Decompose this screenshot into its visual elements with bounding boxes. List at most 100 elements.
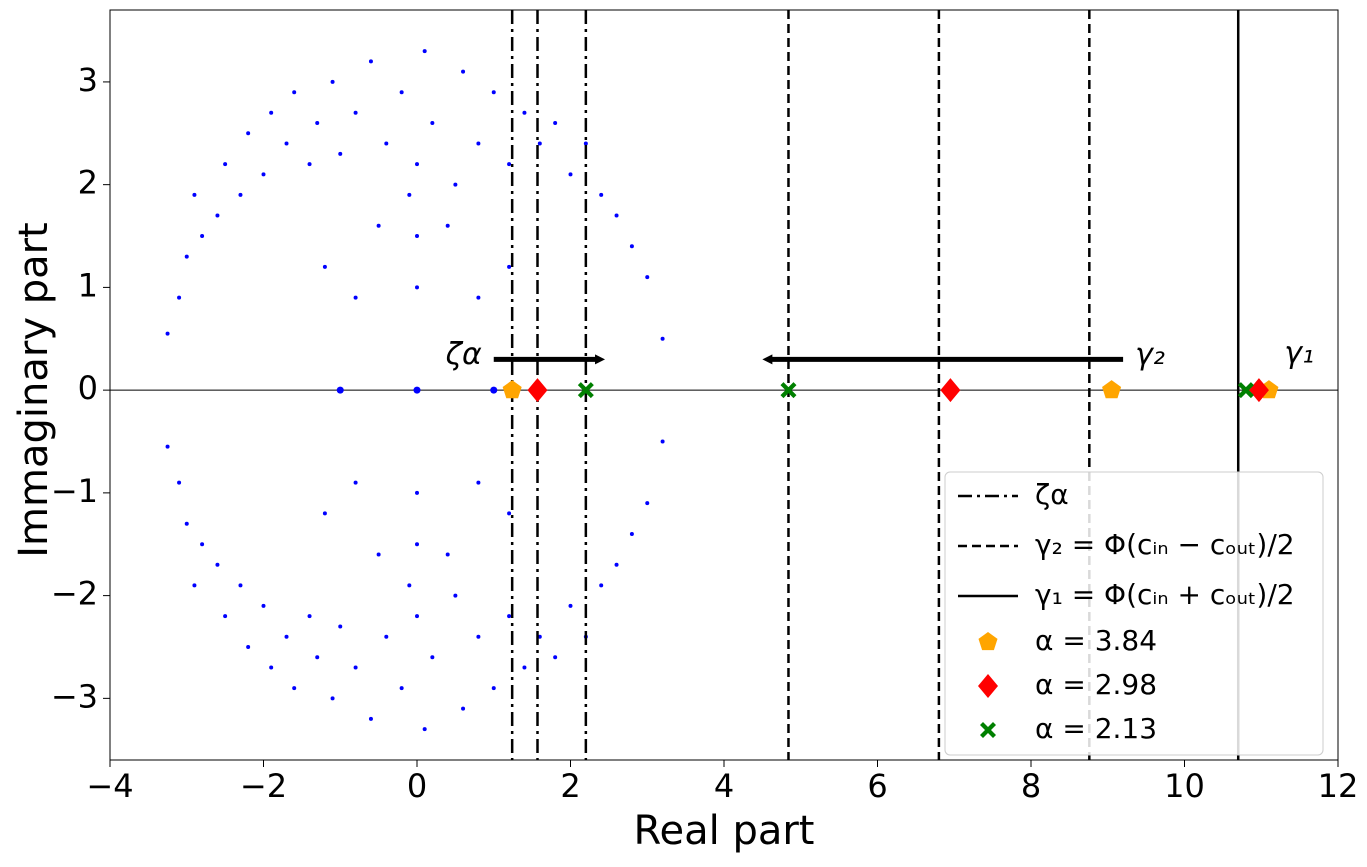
x-tick-label: 4 [714, 767, 734, 805]
eigenvalue-point [165, 331, 170, 336]
eigenvalue-point [507, 162, 512, 167]
eigenvalue-point [407, 192, 412, 197]
eigenvalue-point [384, 634, 389, 639]
eigenvalue-point [200, 542, 205, 547]
eigenvalue-point [368, 59, 373, 64]
x-tick-label: 10 [1164, 767, 1205, 805]
eigenvalue-point [353, 295, 358, 300]
legend-label: γ₁ = Φ(cᵢₙ + cₒᵤₜ)/2 [1035, 578, 1295, 611]
marker-x [780, 382, 797, 399]
eigenvalue-point [284, 634, 289, 639]
eigenvalue-point [660, 336, 665, 341]
eigenvalue-point [292, 90, 297, 95]
eigenvalue-point [223, 162, 228, 167]
eigenvalue-point [315, 655, 320, 660]
eigenvalue-point [261, 172, 266, 177]
eigenvalue-point [476, 634, 481, 639]
eigenvalue-point [322, 511, 327, 516]
eigenvalue-point [507, 264, 512, 269]
y-tick-label: 0 [78, 369, 98, 407]
y-axis-label: Immaginary part [11, 222, 57, 557]
eigenvalue-point [476, 480, 481, 485]
eigenvalue-point [330, 696, 335, 701]
eigenvalue-point [461, 706, 466, 711]
eigenvalue-point [430, 655, 435, 660]
eigenvalue-point [491, 90, 496, 95]
eigenvalue-point [184, 254, 189, 259]
marker-x [1237, 382, 1254, 399]
eigenvalue-point [192, 192, 197, 197]
eigenvalue-point [415, 162, 419, 167]
eigenvalue-point [315, 121, 320, 126]
legend-label: α = 2.13 [1035, 712, 1157, 745]
y-tick-label: 3 [78, 61, 98, 99]
eigenvalue-point [415, 614, 419, 619]
marker-pentagon [978, 632, 998, 651]
eigenvalue-point [415, 542, 419, 547]
eigenvalue-point [307, 162, 312, 167]
eigenvalue-point [336, 386, 344, 394]
eigenvalue-point [238, 192, 243, 197]
annotation: γ₁ [1284, 336, 1314, 371]
x-axis-label: Real part [634, 808, 815, 854]
eigenvalue-point [246, 644, 251, 649]
marker-diamond [527, 378, 548, 403]
eigenvalue-point [184, 521, 189, 526]
x-tick-label: 2 [560, 767, 580, 805]
y-tick-label: 1 [78, 266, 98, 304]
eigenvalue-point [430, 121, 435, 126]
eigenvalue-point [407, 583, 412, 588]
marker-diamond [1248, 378, 1269, 403]
eigenvalue-point [368, 716, 373, 721]
eigenvalue-point [415, 285, 419, 290]
y-tick-label: 2 [78, 164, 98, 202]
eigenvalue-point [445, 223, 450, 228]
x-tick-label: 12 [1318, 767, 1359, 805]
eigenvalue-point [553, 655, 558, 660]
eigenvalue-point [223, 614, 228, 619]
x-tick-label: 8 [1021, 767, 1041, 805]
eigenvalue-point [330, 79, 335, 84]
eigenvalue-point [376, 552, 381, 557]
eigenvalue-point [645, 501, 650, 506]
eigenvalue-point [353, 665, 358, 670]
eigenvalue-point [490, 386, 498, 394]
eigenvalue-point [399, 686, 404, 691]
eigenvalue-point [307, 614, 312, 619]
eigenvalue-point [507, 614, 512, 619]
x-tick-label: −4 [86, 767, 133, 805]
eigenvalue-point [453, 593, 458, 598]
eigenvalue-point [583, 141, 588, 146]
eigenvalue-point [476, 141, 481, 146]
eigenvalue-point [445, 552, 450, 557]
eigenvalue-point [269, 665, 274, 670]
marker-pentagon [502, 380, 522, 399]
arrow-label: γ₂ [1135, 337, 1165, 372]
eigenvalue-point [537, 634, 542, 639]
arrow-label: ζα [445, 337, 482, 372]
legend-label: ζα [1035, 478, 1069, 511]
eigenvalue-point [165, 444, 170, 449]
eigenvalue-point [284, 141, 289, 146]
eigenvalue-point [292, 686, 297, 691]
eigenvalue-point [238, 583, 243, 588]
marker-x [577, 382, 594, 399]
eigenvalue-point [415, 490, 419, 495]
eigenvalue-point [261, 603, 266, 608]
eigenvalue-point [322, 264, 327, 269]
eigenvalue-point [522, 665, 527, 670]
eigenvalue-point [353, 480, 358, 485]
x-tick-label: 0 [407, 767, 427, 805]
eigenvalue-point [422, 727, 427, 732]
eigenvalue-point [413, 386, 421, 394]
x-tick-label: 6 [867, 767, 887, 805]
eigenvalue-point [177, 480, 182, 485]
marker-diamond [940, 378, 961, 403]
eigenvalue-point [491, 686, 496, 691]
y-tick-label: −3 [51, 677, 98, 715]
marker-x [980, 722, 996, 738]
eigenvalue-point [522, 110, 527, 115]
eigenvalue-point [215, 562, 220, 567]
eigenvalue-point [599, 583, 604, 588]
